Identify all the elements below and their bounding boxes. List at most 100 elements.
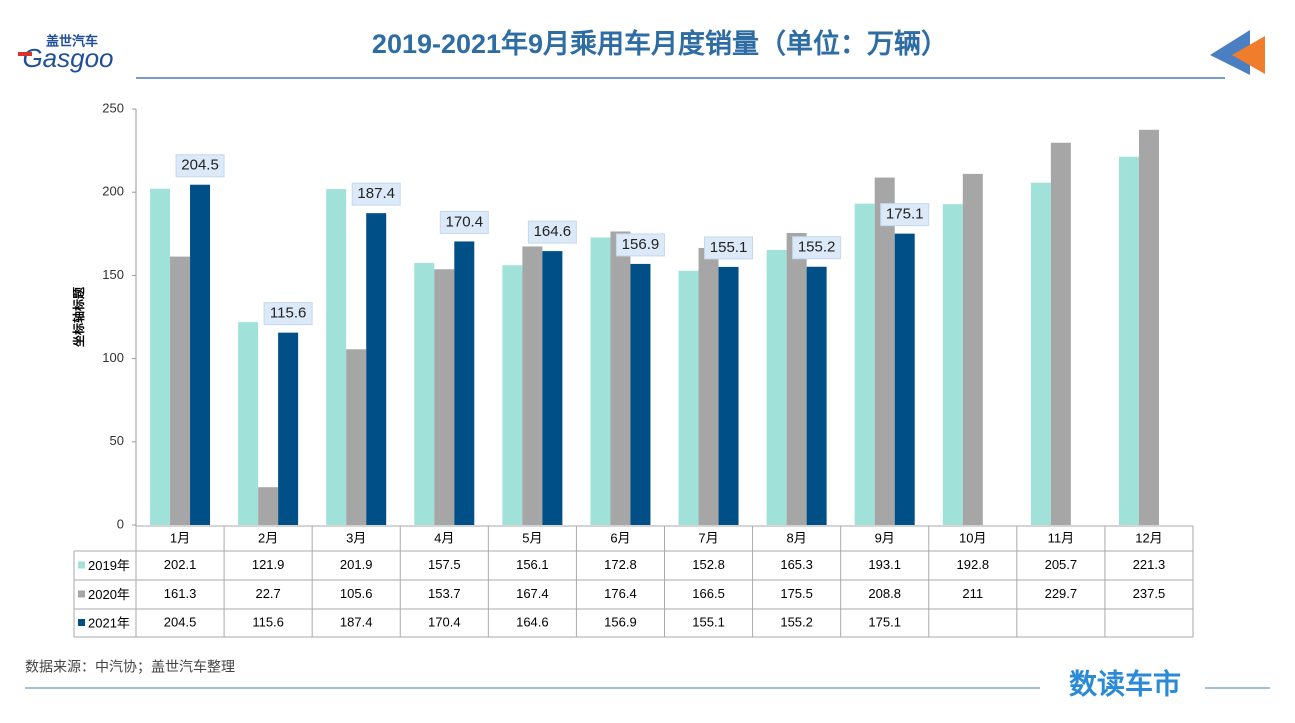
table-cell: 175.1 bbox=[868, 614, 901, 629]
bar bbox=[454, 241, 475, 525]
data-label-box bbox=[704, 236, 754, 260]
x-tick-label: 12月 bbox=[1135, 530, 1162, 545]
logo-cn: 盖世汽车 bbox=[46, 33, 98, 48]
bar bbox=[678, 270, 699, 525]
data-label-box bbox=[439, 210, 489, 234]
x-tick-label: 1月 bbox=[170, 530, 190, 545]
data-label: 155.2 bbox=[798, 239, 836, 256]
y-tick-label: 100 bbox=[102, 350, 124, 365]
data-label-box bbox=[351, 182, 401, 206]
bar bbox=[1050, 142, 1071, 525]
table-cell: 229.7 bbox=[1045, 586, 1078, 601]
chart-title: 2019-2021年9月乘用车月度销量（单位：万辆） bbox=[372, 28, 948, 59]
table-cell: 152.8 bbox=[692, 557, 725, 572]
logo-en: Gasgoo bbox=[22, 43, 113, 73]
table-cell: 175.5 bbox=[780, 586, 813, 601]
table-cell: 208.8 bbox=[868, 586, 901, 601]
table-cell: 211 bbox=[962, 586, 983, 601]
bar bbox=[522, 246, 543, 525]
table-cell: 22.7 bbox=[255, 586, 280, 601]
x-tick-label: 2月 bbox=[258, 530, 278, 545]
bar bbox=[894, 233, 915, 525]
x-tick-label: 4月 bbox=[434, 530, 454, 545]
table-cell: 157.5 bbox=[428, 557, 461, 572]
table-cell: 201.9 bbox=[340, 557, 373, 572]
x-tick-label: 11月 bbox=[1048, 530, 1075, 545]
data-label: 187.4 bbox=[357, 185, 395, 202]
data-label-box bbox=[615, 233, 665, 257]
y-tick-label: 0 bbox=[117, 516, 124, 531]
bar bbox=[542, 251, 563, 526]
table-cell: 156.1 bbox=[516, 557, 549, 572]
bar bbox=[190, 184, 211, 525]
bar bbox=[1138, 129, 1159, 526]
x-tick-label: 9月 bbox=[875, 530, 895, 545]
table-cell: 153.7 bbox=[428, 586, 461, 601]
x-tick-label: 10月 bbox=[959, 530, 986, 545]
bar bbox=[1118, 156, 1139, 525]
data-label: 204.5 bbox=[181, 157, 219, 174]
bar bbox=[434, 269, 455, 525]
x-tick-label: 5月 bbox=[522, 530, 542, 545]
data-label: 170.4 bbox=[446, 213, 484, 230]
data-label-box bbox=[880, 203, 930, 227]
table-cell: 165.3 bbox=[780, 557, 813, 572]
table-cell: 155.2 bbox=[780, 614, 813, 629]
bar bbox=[238, 322, 259, 525]
x-tick-label: 7月 bbox=[698, 530, 718, 545]
bar bbox=[278, 332, 299, 525]
bar bbox=[346, 349, 367, 525]
table-cell: 192.8 bbox=[957, 557, 990, 572]
data-label: 115.6 bbox=[270, 305, 306, 322]
bar bbox=[502, 265, 523, 525]
data-label: 164.6 bbox=[534, 223, 572, 240]
y-tick-label: 250 bbox=[102, 100, 124, 115]
source-note: 数据来源：中汽协；盖世汽车整理 bbox=[25, 659, 235, 676]
bar bbox=[1030, 182, 1051, 525]
table-cell: 205.7 bbox=[1045, 557, 1078, 572]
bar bbox=[718, 266, 739, 525]
bar bbox=[150, 188, 171, 525]
bar bbox=[874, 177, 895, 525]
table-cell: 204.5 bbox=[164, 614, 197, 629]
table-cell: 193.1 bbox=[868, 557, 901, 572]
table-cell: 237.5 bbox=[1133, 586, 1166, 601]
bar bbox=[610, 231, 631, 525]
logo-stripe bbox=[18, 52, 32, 56]
legend-label: 2021年 bbox=[88, 615, 130, 630]
x-tick-label: 6月 bbox=[610, 530, 630, 545]
x-tick-label: 8月 bbox=[787, 530, 807, 545]
table-cell: 121.9 bbox=[252, 557, 285, 572]
bar bbox=[326, 189, 347, 526]
y-axis-title: 坐标轴标题 bbox=[71, 286, 86, 347]
legend-swatch bbox=[78, 561, 85, 569]
table-cell: 187.4 bbox=[340, 614, 373, 629]
table-cell: 161.3 bbox=[164, 586, 197, 601]
data-label: 175.1 bbox=[886, 206, 924, 223]
data-label-box bbox=[175, 154, 225, 178]
bar bbox=[590, 237, 611, 525]
bar bbox=[942, 204, 963, 526]
data-label-box bbox=[527, 220, 577, 244]
bar bbox=[962, 173, 983, 525]
y-tick-label: 200 bbox=[102, 184, 124, 199]
y-tick-label: 150 bbox=[102, 267, 124, 282]
bar bbox=[806, 266, 827, 525]
legend-label: 2020年 bbox=[88, 587, 130, 602]
x-tick-label: 3月 bbox=[346, 530, 366, 545]
bar bbox=[766, 249, 787, 525]
bar bbox=[414, 262, 435, 525]
brand: 数读车市 bbox=[1069, 667, 1181, 699]
table-cell: 221.3 bbox=[1133, 557, 1166, 572]
arrow-blue bbox=[1210, 30, 1250, 75]
table-cell: 167.4 bbox=[516, 586, 549, 601]
data-label: 156.9 bbox=[622, 236, 660, 253]
data-label-box bbox=[792, 236, 842, 260]
table-cell: 155.1 bbox=[692, 614, 725, 629]
table-cell: 156.9 bbox=[604, 614, 637, 629]
bar bbox=[854, 203, 875, 526]
bar bbox=[258, 487, 279, 525]
table-cell: 176.4 bbox=[604, 586, 637, 601]
legend-label: 2019年 bbox=[88, 558, 130, 573]
